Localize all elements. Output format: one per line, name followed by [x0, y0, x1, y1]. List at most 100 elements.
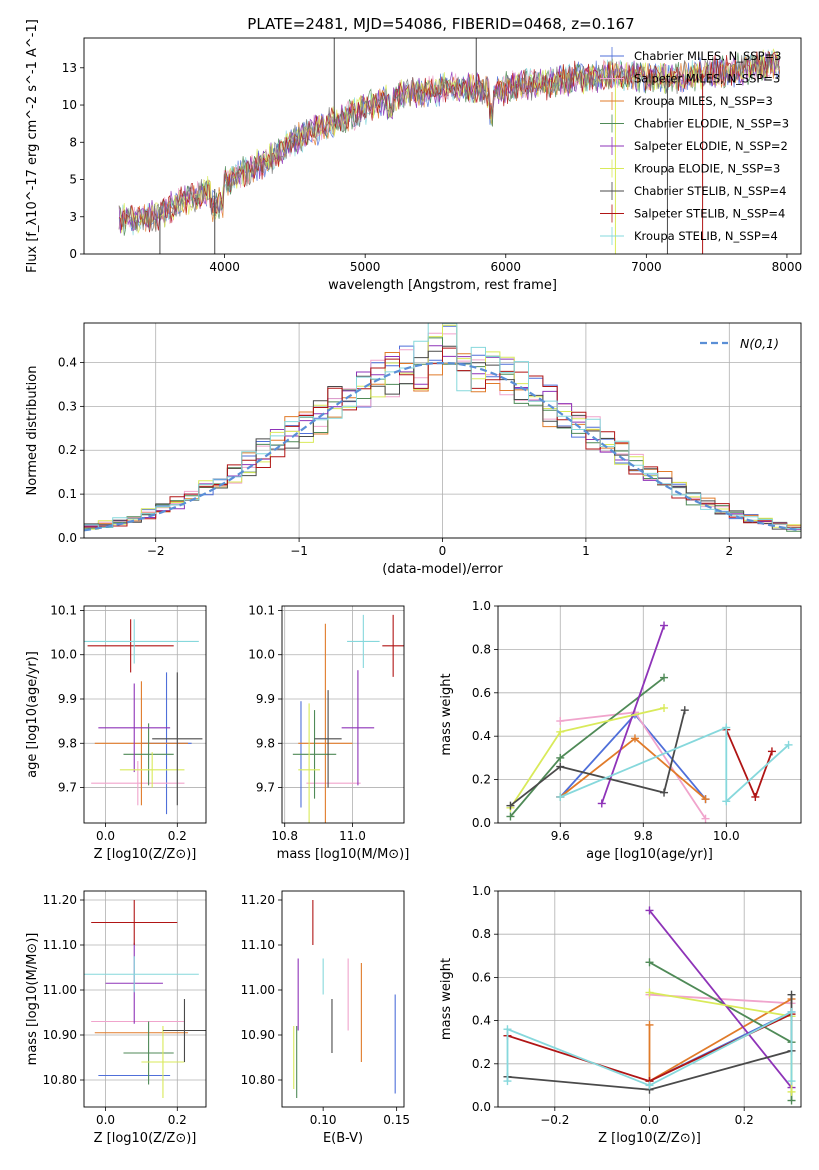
y-tick-label: 1.0	[472, 884, 491, 898]
y-tick-label: 11.00	[241, 983, 275, 997]
x-tick-label: 4000	[209, 260, 240, 274]
y-tick-label: 10.0	[248, 648, 275, 662]
residual-legend: N(0,1)	[700, 336, 779, 351]
weight-marker	[680, 706, 689, 715]
legend-entry: Kroupa ELODIE, N_SSP=3	[634, 162, 780, 176]
x-tick-label: −1	[290, 544, 308, 558]
plot-area-z-weight	[503, 906, 796, 1105]
chart-z-age: 0.0 0.2 9.7 9.8 9.9 10.0 10.1 Z [log10(Z/Z⊙)] ag…	[25, 603, 207, 862]
legend-entry: Chabrier ELODIE, N_SSP=3	[634, 117, 789, 131]
spectrum-legend: Chabrier MILES, N_SSP=3 Salpeter MILES, N…	[600, 47, 789, 245]
chart-z-mass: 0.0 0.2 10.80 10.90 11.00 11.10 11.20 Z [log10(…	[25, 890, 207, 1146]
x-axis-label: age [log10(age/yr)]	[586, 847, 713, 862]
errorbar-point	[84, 956, 199, 993]
errorbar-point	[91, 900, 178, 945]
y-tick-label: 10.80	[241, 1073, 275, 1087]
x-axis-label: Z [log10(Z/Z⊙)]	[598, 1131, 701, 1146]
x-tick-label: 0	[439, 544, 447, 558]
x-axis-label: E(B-V)	[323, 1131, 363, 1146]
weight-marker	[787, 1096, 796, 1105]
x-axis-label: mass [log10(M/M⊙)]	[277, 847, 410, 862]
y-tick-label: 0.8	[472, 642, 491, 656]
axes-frame	[497, 605, 802, 824]
y-axis-label: mass weight	[439, 673, 454, 755]
y-axis-label: mass weight	[439, 958, 454, 1040]
legend-entry: Salpeter STELIB, N_SSP=4	[634, 207, 785, 221]
y-tick-label: 0.6	[472, 686, 491, 700]
weight-marker	[503, 1025, 512, 1034]
y-tick-label: 9.9	[58, 692, 77, 706]
x-tick-label: 0.2	[168, 829, 187, 843]
weight-marker	[784, 740, 793, 749]
errorbar-point	[382, 614, 404, 677]
y-tick-label: 11.00	[43, 983, 77, 997]
weight-marker	[645, 1020, 654, 1029]
x-tick-label: 10.8	[271, 829, 298, 843]
y-tick-label: 0.2	[58, 443, 77, 457]
weight-marker	[701, 795, 710, 804]
y-tick-label: 0.6	[472, 970, 491, 984]
plot-area-ebv-mass	[293, 900, 396, 1098]
y-tick-label: 0.4	[472, 729, 491, 743]
x-tick-label: 0.2	[168, 1113, 187, 1127]
chart-mass-age: 10.8 11.0 9.7 9.8 9.9 10.0 10.1 mass [log10(M/M…	[248, 603, 409, 862]
weight-marker	[503, 1077, 512, 1086]
weight-marker	[787, 1087, 796, 1096]
spectrum-line-chabrier-stelib	[118, 51, 780, 232]
y-tick-label: 13	[62, 61, 77, 75]
x-axis-label: Z [log10(Z/Z⊙)]	[94, 1131, 197, 1146]
y-tick-label: 0.0	[472, 816, 491, 830]
weight-marker	[722, 797, 731, 806]
legend-entry: N(0,1)	[740, 336, 779, 351]
weight-line-kroupa-miles	[559, 737, 707, 800]
errorbar-point	[91, 761, 185, 806]
y-tick-label: 0.0	[58, 531, 77, 545]
axes-frame	[83, 890, 207, 1108]
x-tick-label: 2	[725, 544, 733, 558]
y-tick-label: 9.7	[256, 781, 275, 795]
errorbar-point	[341, 670, 375, 786]
histogram-step-kroupa-elodie	[84, 324, 801, 530]
y-tick-label: 11.20	[241, 893, 275, 907]
y-tick-label: 9.9	[256, 692, 275, 706]
x-tick-label: −0.2	[540, 1113, 569, 1127]
y-tick-label: 0.2	[472, 1057, 491, 1071]
weight-marker	[556, 727, 565, 736]
weight-marker	[767, 747, 776, 756]
errorbar-point	[347, 614, 380, 668]
weight-marker	[556, 753, 565, 762]
weight-marker	[787, 1077, 796, 1086]
y-tick-label: 1.0	[472, 599, 491, 613]
errorbar-point	[314, 690, 342, 788]
legend-entry: Chabrier STELIB, N_SSP=4	[634, 184, 786, 198]
weight-line-kroupa-stelib	[559, 726, 790, 804]
legend-entry: Kroupa MILES, N_SSP=3	[634, 94, 773, 108]
y-tick-label: 9.8	[256, 736, 275, 750]
x-tick-label: −2	[147, 544, 165, 558]
x-tick-label: 1	[582, 544, 590, 558]
weight-marker	[645, 958, 654, 967]
y-tick-label: 0.2	[472, 773, 491, 787]
gaussian-curve	[84, 361, 799, 532]
x-axis-label: Z [log10(Z/Z⊙)]	[94, 847, 197, 862]
legend-entry: Chabrier MILES, N_SSP=3	[634, 49, 781, 63]
weight-line-chabrier-stelib	[509, 709, 686, 807]
weight-line-salpeter-elodie	[648, 909, 793, 1089]
legend-entry: Kroupa STELIB, N_SSP=4	[634, 229, 778, 243]
axes-frame	[83, 37, 802, 255]
errorbar-point	[94, 681, 189, 806]
weight-marker	[630, 734, 639, 743]
errorbar-point	[141, 1026, 185, 1098]
x-tick-label: 0.15	[383, 1113, 410, 1127]
chart-age-weight: 9.6 9.8 10.0 0.0 0.2 0.4 0.6 0.8 1.0 age [log10(a…	[439, 599, 802, 862]
spectrum-line-salpeter-stelib	[118, 50, 780, 233]
x-tick-label: 8000	[772, 260, 803, 274]
y-tick-label: 0.3	[58, 399, 77, 413]
errorbar-point	[98, 683, 171, 773]
y-tick-label: 0.1	[58, 487, 77, 501]
plot-area-residuals	[84, 323, 801, 532]
histogram-step-salpeter-stelib	[84, 347, 801, 529]
plot-area-spectrum	[118, 38, 780, 254]
errorbar-point	[292, 710, 337, 799]
axes-frame	[281, 605, 405, 824]
